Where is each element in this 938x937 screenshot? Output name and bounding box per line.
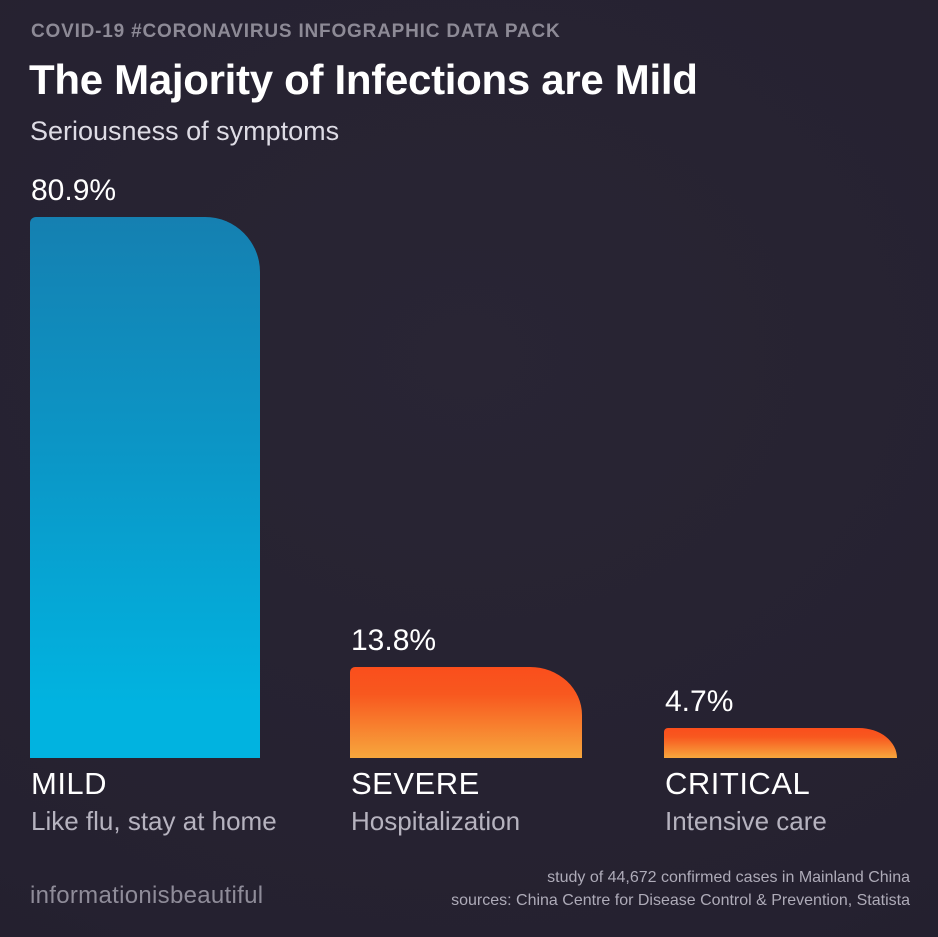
value-label-severe: 13.8%	[351, 624, 437, 657]
bar-critical	[664, 728, 897, 758]
bar-mild	[30, 217, 260, 758]
category-label-severe: SEVERE	[351, 766, 480, 801]
category-sublabel-critical: Intensive care	[665, 806, 827, 836]
brand-logo-text: informationisbeautiful	[30, 882, 264, 909]
bar-severe	[350, 667, 582, 758]
study-note: study of 44,672 confirmed cases in Mainl…	[547, 869, 910, 886]
sources-note: sources: China Centre for Disease Contro…	[451, 892, 910, 909]
category-sublabel-mild: Like flu, stay at home	[31, 806, 277, 836]
category-sublabel-severe: Hospitalization	[351, 806, 521, 836]
category-label-critical: CRITICAL	[665, 766, 811, 801]
category-label-mild: MILD	[31, 766, 108, 801]
eyebrow-text: COVID-19 #CORONAVIRUS INFOGRAPHIC DATA P…	[31, 21, 561, 42]
page-title: The Majority of Infections are Mild	[29, 56, 698, 103]
footer-notes: study of 44,672 confirmed cases in Mainl…	[451, 866, 910, 912]
chart-subtitle: Seriousness of symptoms	[30, 116, 340, 146]
value-label-mild: 80.9%	[31, 174, 117, 207]
value-label-critical: 4.7%	[665, 685, 734, 718]
